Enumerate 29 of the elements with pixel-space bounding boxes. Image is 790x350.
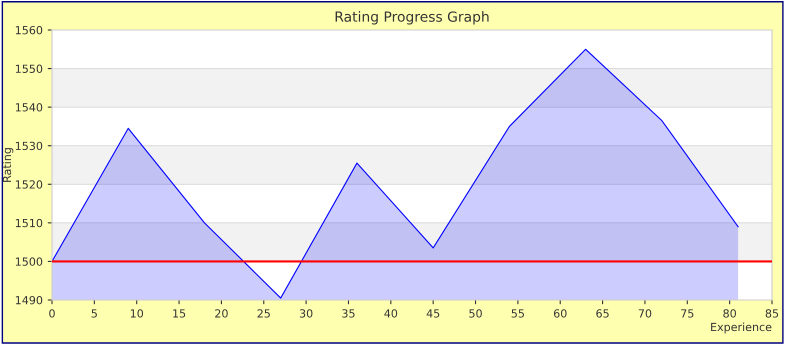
y-tick-label: 1520 bbox=[16, 180, 42, 189]
chart-title: Rating Progress Graph bbox=[336, 11, 489, 25]
x-tick-label: 50 bbox=[469, 309, 482, 318]
x-tick-label: 65 bbox=[596, 309, 609, 318]
x-tick-label: 30 bbox=[300, 309, 312, 318]
y-tick-label: 1500 bbox=[16, 257, 42, 266]
x-tick-label: 55 bbox=[512, 309, 524, 318]
x-tick-label: 5 bbox=[92, 309, 97, 318]
x-axis-title: Experience bbox=[711, 322, 772, 334]
x-tick-label: 10 bbox=[130, 309, 144, 318]
y-tick-label: 1550 bbox=[16, 64, 42, 73]
x-tick-label: 45 bbox=[426, 309, 440, 318]
x-tick-label: 25 bbox=[258, 309, 270, 318]
x-tick-label: 35 bbox=[342, 309, 355, 318]
x-tick-label: 80 bbox=[723, 309, 736, 318]
x-tick-label: 85 bbox=[766, 309, 778, 318]
x-tick-label: 70 bbox=[638, 309, 652, 318]
x-tick-label: 15 bbox=[173, 309, 186, 318]
y-tick-label: 1510 bbox=[16, 218, 42, 228]
y-tick-label: 1490 bbox=[16, 296, 42, 304]
x-tick-label: 20 bbox=[215, 309, 228, 318]
y-tick-label: 1530 bbox=[16, 142, 42, 150]
y-axis-title: Rating bbox=[2, 148, 14, 182]
y-tick-label: 1560 bbox=[16, 26, 42, 34]
x-tick-label: 0 bbox=[49, 309, 55, 318]
x-tick-label: 40 bbox=[384, 309, 398, 318]
x-tick-label: 60 bbox=[554, 309, 567, 318]
y-tick-label: 1540 bbox=[16, 103, 42, 112]
x-tick-label: 75 bbox=[681, 309, 694, 318]
